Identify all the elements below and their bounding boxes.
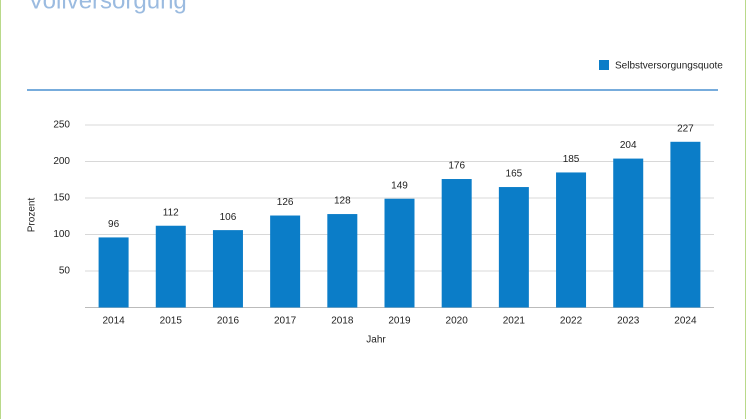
legend-swatch (599, 60, 609, 70)
bar (441, 179, 472, 308)
x-axis-label: Jahr (366, 335, 386, 346)
y-tick-label: 250 (53, 120, 70, 131)
x-tick-label: 2022 (560, 316, 583, 327)
bar (270, 215, 301, 308)
y-tick-label: 50 (59, 266, 71, 277)
chart-title: Vollversorgung (28, 0, 187, 14)
x-tick-label: 2019 (388, 316, 411, 327)
x-tick-label: 2014 (102, 316, 125, 327)
bar (498, 187, 529, 308)
x-tick-label: 2018 (331, 316, 354, 327)
legend-label: Selbstversorgungsquote (615, 61, 723, 72)
y-tick-label: 200 (53, 156, 70, 167)
bar (613, 158, 644, 308)
bar (327, 214, 358, 308)
bar (556, 172, 587, 308)
data-label: 96 (108, 219, 120, 230)
x-tick-label: 2015 (160, 316, 183, 327)
data-label: 204 (620, 140, 637, 151)
y-axis-label: Prozent (27, 198, 38, 233)
x-tick-label: 2021 (503, 316, 526, 327)
y-tick-label: 100 (53, 229, 70, 240)
x-tick-label: 2020 (446, 316, 469, 327)
data-label: 227 (677, 123, 694, 134)
bar (98, 237, 129, 308)
bar (155, 225, 186, 308)
data-label: 176 (448, 161, 465, 172)
x-tick-label: 2023 (617, 316, 640, 327)
x-tick-label: 2016 (217, 316, 240, 327)
data-label: 149 (391, 180, 408, 191)
data-label: 126 (277, 197, 294, 208)
bar (384, 198, 415, 308)
bar (670, 141, 701, 308)
data-label: 185 (563, 154, 580, 165)
data-label: 128 (334, 196, 351, 207)
y-tick-label: 150 (53, 193, 70, 204)
bar (212, 230, 243, 308)
x-tick-label: 2017 (274, 316, 297, 327)
data-label: 165 (506, 169, 523, 180)
x-tick-label: 2024 (674, 316, 697, 327)
data-label: 106 (220, 212, 237, 223)
data-label: 112 (163, 207, 179, 218)
